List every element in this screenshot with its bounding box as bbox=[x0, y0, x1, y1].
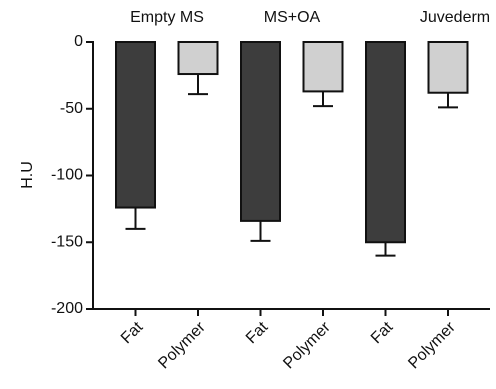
y-tick-label: -150 bbox=[51, 233, 83, 250]
bar bbox=[427, 41, 469, 94]
group-label: Juvederm bbox=[420, 9, 490, 26]
x-tick-label: Polymer bbox=[405, 318, 459, 372]
y-tick-label: -200 bbox=[51, 300, 83, 317]
group-label: Empty MS bbox=[130, 9, 204, 26]
bar bbox=[240, 41, 281, 222]
bar bbox=[177, 41, 219, 76]
y-tick-label: -50 bbox=[60, 100, 83, 117]
x-tick-label: Polymer bbox=[155, 318, 209, 372]
y-axis-label: H.U bbox=[19, 161, 36, 189]
group-label: MS+OA bbox=[264, 9, 321, 26]
bar bbox=[115, 41, 156, 209]
y-tick-label: -100 bbox=[51, 167, 83, 184]
x-tick-label: Fat bbox=[118, 318, 147, 347]
x-tick-label: Polymer bbox=[280, 318, 334, 372]
y-tick-label: 0 bbox=[74, 33, 83, 50]
x-tick-label: Fat bbox=[243, 318, 272, 347]
x-tick-label: Fat bbox=[368, 318, 397, 347]
bar bbox=[365, 41, 406, 244]
bar bbox=[302, 41, 344, 93]
